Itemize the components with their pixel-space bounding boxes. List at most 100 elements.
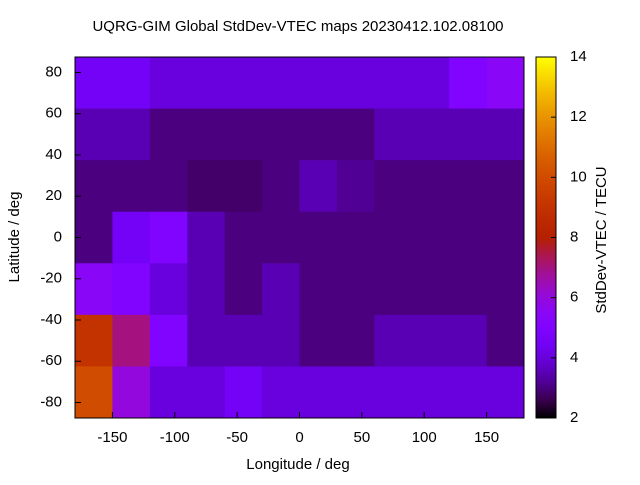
heatmap-cell — [112, 263, 151, 316]
heatmap-cell — [75, 108, 113, 161]
heatmap-cell — [187, 263, 226, 316]
heatmap-cell — [374, 211, 413, 264]
heatmap-cell — [262, 160, 300, 213]
heatmap-cell — [75, 160, 113, 213]
heatmap-cell — [187, 314, 226, 367]
heatmap-cell — [299, 108, 338, 161]
heatmap-cell — [411, 366, 450, 419]
heatmap-cell — [299, 57, 338, 110]
heatmap-cell — [374, 314, 413, 367]
colorbar-tick-label: 2 — [570, 409, 578, 426]
chart-title: UQRG-GIM Global StdDev-VTEC maps 2023041… — [92, 18, 503, 35]
heatmap-cell — [299, 366, 338, 419]
heatmap-cell — [449, 160, 488, 213]
heatmap-cell — [449, 366, 488, 419]
heatmap-cell — [411, 108, 450, 161]
heatmap-cell — [449, 211, 488, 264]
y-tick-label: 20 — [45, 187, 62, 204]
y-tick-label: -20 — [40, 270, 62, 287]
heatmap-cell — [262, 263, 300, 316]
y-tick-label: 80 — [45, 63, 62, 80]
heatmap-cell — [224, 263, 263, 316]
heatmap-cell — [112, 366, 151, 419]
heatmap-cell — [262, 314, 300, 367]
colorbar-tick-label: 6 — [570, 289, 578, 306]
heatmap-cell — [486, 108, 525, 161]
heatmap-cell — [374, 263, 413, 316]
heatmap-cell — [449, 263, 488, 316]
heatmap-cell — [374, 366, 413, 419]
heatmap-cell — [449, 314, 488, 367]
heatmap-cell — [149, 211, 188, 264]
heatmap-cell — [262, 211, 300, 264]
heatmap-cell — [336, 108, 375, 161]
heatmap-cell — [486, 366, 525, 419]
x-tick-label: 100 — [412, 429, 437, 446]
x-tick-label: 150 — [474, 429, 499, 446]
colorbar-tick-label: 14 — [570, 48, 587, 65]
heatmap-cell — [224, 366, 263, 419]
x-tick-label: -150 — [97, 429, 127, 446]
heatmap-cell — [411, 160, 450, 213]
heatmap-cell — [224, 211, 263, 264]
x-tick-label: 50 — [354, 429, 371, 446]
heatmap-cell — [112, 160, 151, 213]
heatmap-cell — [75, 263, 113, 316]
heatmap-cell — [299, 314, 338, 367]
heatmap-cell — [75, 57, 113, 110]
heatmap-cell — [224, 314, 263, 367]
heatmap-cell — [75, 314, 113, 367]
colorbar-tick-label: 10 — [570, 168, 587, 185]
heatmap-cell — [262, 366, 300, 419]
heatmap-cell — [449, 108, 488, 161]
heatmap-cell — [187, 57, 226, 110]
colorbar-tick-label: 8 — [570, 228, 578, 245]
y-tick-label: -40 — [40, 311, 62, 328]
heatmap-cell — [486, 160, 525, 213]
heatmap-cell — [224, 57, 263, 110]
heatmap-cell — [149, 160, 188, 213]
heatmap-cell — [262, 57, 300, 110]
heatmap-cell — [187, 108, 226, 161]
heatmap-cell — [374, 160, 413, 213]
heatmap-cell — [149, 366, 188, 419]
x-tick-label: 0 — [295, 429, 303, 446]
colorbar-label: StdDev-VTEC / TECU — [593, 166, 610, 313]
heatmap-cell — [149, 108, 188, 161]
heatmap-cell — [336, 366, 375, 419]
y-axis-label: Latitude / deg — [6, 192, 23, 283]
heatmap-cell — [411, 263, 450, 316]
heatmap-cell — [187, 160, 226, 213]
heatmap-cell — [299, 263, 338, 316]
heatmap-cell — [112, 314, 151, 367]
heatmap-cell — [224, 108, 263, 161]
y-tick-label: 40 — [45, 146, 62, 163]
heatmap-cell — [486, 314, 525, 367]
colorbar-tick-label: 12 — [570, 108, 587, 125]
heatmap-cell — [486, 211, 525, 264]
heatmap-cell — [411, 57, 450, 110]
heatmap-cell — [112, 108, 151, 161]
heatmap-cell — [486, 263, 525, 316]
heatmap-cell — [75, 211, 113, 264]
heatmap-cell — [299, 211, 338, 264]
heatmap-cell — [262, 108, 300, 161]
heatmap-cell — [224, 160, 263, 213]
heatmap-cell — [149, 57, 188, 110]
heatmap-cell — [374, 108, 413, 161]
x-axis-label: Longitude / deg — [246, 456, 349, 473]
heatmap-cell — [187, 211, 226, 264]
heatmap-cell — [75, 366, 113, 419]
heatmap-cell — [336, 314, 375, 367]
heatmap-cell — [149, 263, 188, 316]
heatmap-cell — [486, 57, 525, 110]
x-tick-label: -100 — [160, 429, 190, 446]
y-tick-label: 0 — [54, 228, 62, 245]
heatmap-cell — [336, 211, 375, 264]
y-tick-label: 60 — [45, 105, 62, 122]
heatmap-cell — [449, 57, 488, 110]
x-tick-label: -50 — [226, 429, 248, 446]
heatmap-cell — [336, 160, 375, 213]
heatmap-cell — [336, 263, 375, 316]
